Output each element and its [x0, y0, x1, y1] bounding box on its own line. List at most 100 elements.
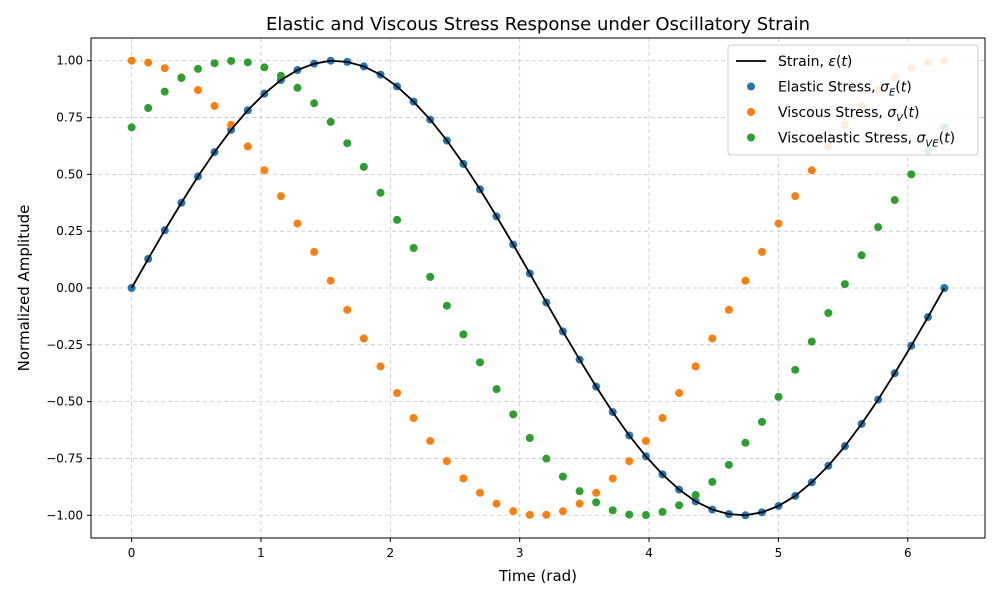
x-tick-label: 2	[387, 546, 395, 560]
viscous-stress-point	[658, 414, 667, 422]
viscoelastic-stress-point	[193, 64, 202, 73]
viscous-stress-point	[675, 389, 684, 397]
viscoelastic-stress-point	[525, 434, 534, 442]
viscoelastic-stress-point	[592, 498, 601, 507]
viscoelastic-stress-point	[127, 123, 136, 132]
viscoelastic-stress-point	[840, 280, 849, 289]
y-tick-label: 1.00	[56, 54, 83, 68]
strain-line	[130, 59, 946, 517]
viscous-stress-point	[343, 305, 352, 314]
viscous-stress-point	[193, 86, 202, 95]
y-tick-label: 0.75	[56, 111, 83, 125]
x-axis-label: Time (rad)	[498, 567, 577, 585]
viscous-stress-point	[791, 192, 800, 201]
viscous-stress-point	[276, 192, 285, 201]
viscoelastic-stress-point	[210, 59, 219, 68]
plot-frame	[90, 37, 986, 539]
viscoelastic-stress-point	[310, 99, 319, 108]
y-tick-label: −0.50	[46, 395, 83, 409]
viscoelastic-stress-point	[442, 301, 451, 310]
legend-label: Strain, ε(t)	[778, 54, 852, 70]
viscoelastic-stress-point	[326, 117, 335, 126]
viscous-stress-point	[475, 488, 484, 497]
viscoelastic-stress-point	[276, 71, 285, 80]
y-tick-label: 0.00	[56, 281, 83, 295]
viscoelastic-stress-point	[824, 309, 833, 317]
y-tick-label: 0.25	[56, 224, 83, 238]
x-tick-label: 1	[257, 546, 265, 560]
viscoelastic-stress-point	[658, 507, 667, 516]
viscoelastic-stress-point	[724, 460, 733, 469]
viscoelastic-stress-point	[409, 244, 418, 252]
viscous-stress-point	[160, 64, 169, 73]
viscoelastic-stress-point	[708, 477, 717, 486]
viscoelastic-stress-point	[426, 272, 435, 281]
viscoelastic-stress-point	[542, 454, 551, 463]
viscous-stress-point	[393, 389, 402, 397]
legend: Strain, ε(t) Elastic Stress, σE(t) Viscous…	[727, 44, 979, 156]
viscous-stress-point	[359, 334, 368, 343]
legend-box	[727, 44, 979, 156]
viscoelastic-stress-point	[625, 510, 634, 519]
viscous-stress-point	[509, 507, 518, 516]
legend-label: Elastic Stress, σE(t)	[778, 80, 912, 99]
legend-marker-swatch	[747, 82, 755, 91]
viscous-stress-point	[310, 247, 319, 256]
grid	[91, 38, 985, 538]
viscoelastic-stress-point	[243, 58, 252, 67]
viscoelastic-stress-point	[260, 63, 269, 72]
viscous-stress-point	[376, 362, 385, 371]
viscous-stress-point	[592, 488, 601, 497]
x-tick-label: 3	[516, 546, 524, 560]
axes: 0 1 2 3 4 5 6 −1.00 −0.75 −0.50 −0.25 0.00 0.25 0.50 0…	[46, 54, 911, 560]
viscoelastic-stress-point	[475, 358, 484, 367]
x-tick-label: 5	[775, 546, 783, 560]
viscoelastic-stress-point	[359, 162, 368, 171]
viscoelastic-stress-point	[575, 487, 584, 496]
viscoelastic-stress-point	[376, 188, 385, 197]
viscoelastic-stress-point	[393, 215, 402, 224]
viscous-stress-point	[774, 219, 783, 228]
legend-marker-swatch	[747, 133, 755, 142]
viscous-stress-point	[426, 436, 435, 445]
chart-title: Elastic and Viscous Stress Response unde…	[266, 14, 810, 35]
viscous-stress-point	[741, 276, 750, 285]
y-tick-label: −0.25	[46, 338, 83, 352]
viscoelastic-stress-point	[160, 87, 169, 96]
y-tick-label: −1.00	[46, 508, 83, 522]
viscoelastic-stress-point	[608, 506, 617, 515]
viscoelastic-stress-point	[757, 417, 766, 426]
viscous-stress-point	[641, 436, 650, 445]
viscoelastic-stress-point	[293, 83, 302, 92]
viscous-stress-point	[708, 334, 717, 343]
viscous-stress-point	[807, 166, 816, 175]
legend-label: Viscoelastic Stress, σVE(t)	[778, 131, 955, 150]
viscoelastic-stress-point	[890, 196, 899, 205]
viscous-stress-point	[127, 56, 136, 65]
viscous-stress-point	[459, 474, 468, 483]
viscoelastic-stress-point	[807, 337, 816, 346]
viscous-stress-point	[558, 507, 567, 516]
viscous-stress-point	[243, 142, 252, 151]
x-tick-label: 0	[128, 546, 136, 560]
viscous-stress-point	[542, 510, 551, 519]
viscous-stress-point	[442, 457, 451, 466]
viscoelastic-stress-point	[641, 511, 650, 520]
y-axis-label: Normalized Amplitude	[15, 205, 33, 372]
viscous-stress-point	[144, 58, 153, 67]
viscoelastic-stress-point	[558, 472, 567, 481]
viscoelastic-stress-point	[509, 410, 518, 419]
viscoelastic-stress-point	[227, 56, 236, 65]
viscous-stress-point	[260, 166, 269, 175]
legend-label: Viscous Stress, σV(t)	[778, 105, 919, 124]
x-tick-label: 4	[645, 546, 653, 560]
viscoelastic-stress-point	[874, 223, 883, 232]
viscoelastic-stress-point	[791, 365, 800, 374]
viscous-stress-point	[575, 499, 584, 508]
viscoelastic-stress-point	[691, 491, 700, 500]
viscous-stress-point	[210, 101, 219, 110]
viscous-stress-point	[608, 474, 617, 483]
viscoelastic-stress-point	[177, 74, 186, 82]
viscoelastic-stress-point	[907, 170, 916, 179]
